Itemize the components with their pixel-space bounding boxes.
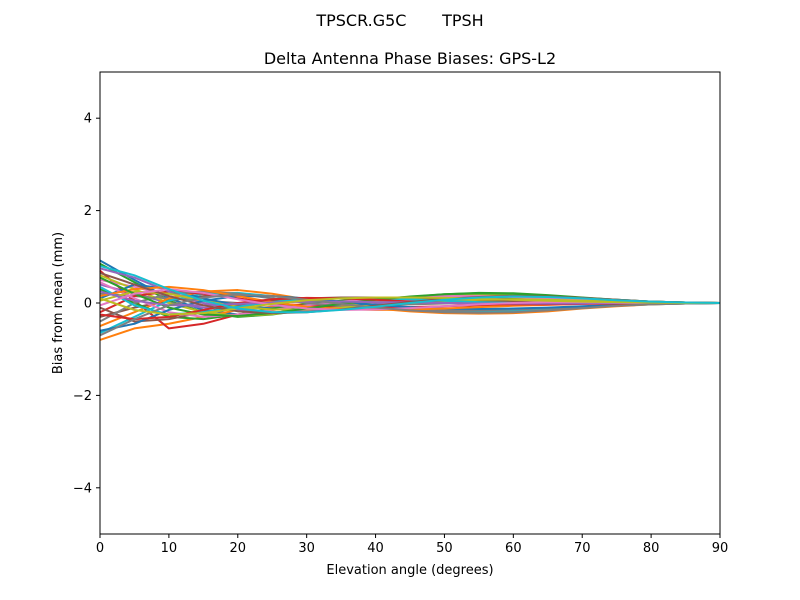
chart-title: Delta Antenna Phase Biases: GPS-L2	[264, 49, 556, 68]
x-tick-label: 40	[367, 541, 384, 556]
y-axis-label: Bias from mean (mm)	[51, 232, 66, 374]
x-tick-label: 50	[436, 541, 453, 556]
x-tick-label: 30	[298, 541, 315, 556]
x-tick-label: 20	[230, 541, 247, 556]
series-line-30	[99, 265, 721, 314]
series-line-28	[99, 293, 721, 337]
x-tick-label: 90	[712, 541, 729, 556]
series-layer	[99, 259, 721, 341]
x-tick-label: 70	[574, 541, 591, 556]
y-tick-label: 4	[84, 112, 92, 127]
x-axis-ticks: 0 10 20 30 40 50 60 70 80 90	[96, 534, 728, 556]
x-axis-label: Elevation angle (degrees)	[326, 563, 493, 578]
figure-suptitle: TPSCR.G5C TPSH	[315, 11, 483, 30]
x-tick-label: 80	[643, 541, 660, 556]
x-tick-label: 60	[505, 541, 522, 556]
series-line-29	[99, 296, 720, 316]
x-tick-label: 10	[161, 541, 178, 556]
y-tick-label: −4	[73, 481, 92, 496]
x-tick-label: 0	[96, 541, 104, 556]
y-tick-label: 0	[84, 297, 92, 312]
y-tick-label: −2	[73, 389, 92, 404]
y-tick-label: 2	[84, 204, 92, 219]
y-axis-ticks: −4 −2 0 2 4	[73, 112, 100, 496]
